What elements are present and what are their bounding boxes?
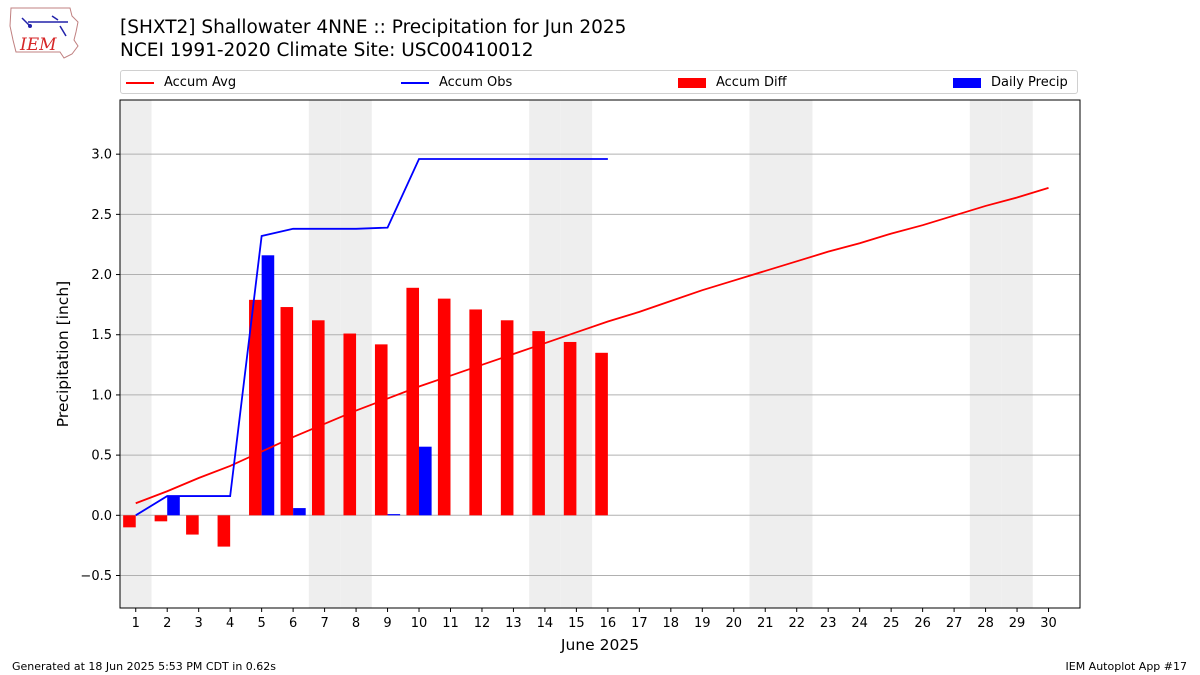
- x-tick-label: 2: [163, 616, 171, 631]
- y-tick-label: 3.0: [91, 148, 112, 163]
- chart-subtitle: NCEI 1991-2020 Climate Site: USC00410012: [120, 40, 534, 61]
- x-tick-label: 9: [383, 616, 391, 631]
- iem-logo: IEM: [9, 7, 79, 59]
- chart-title: [SHXT2] Shallowater 4NNE :: Precipitatio…: [120, 17, 627, 38]
- legend-accum-obs-label: Accum Obs: [439, 75, 513, 90]
- legend: Accum Avg Accum Obs Accum Diff Daily Pre…: [120, 70, 1078, 94]
- accum-diff-bar: [406, 287, 420, 516]
- x-tick-label: 16: [600, 616, 617, 631]
- x-tick-label: 21: [757, 616, 774, 631]
- x-tick-label: 28: [977, 616, 994, 631]
- x-tick-label: 6: [289, 616, 297, 631]
- accum-diff-bar: [217, 515, 231, 547]
- weekend-band: [780, 100, 813, 608]
- x-tick-label: 29: [1009, 616, 1026, 631]
- legend-accum-avg-label: Accum Avg: [164, 75, 237, 90]
- x-tick-label: 5: [257, 616, 265, 631]
- accum-diff-bar: [532, 331, 545, 516]
- daily-precip-bar: [293, 508, 306, 516]
- x-tick-label: 24: [851, 616, 868, 631]
- legend-accum-diff-label: Accum Diff: [716, 75, 787, 90]
- x-tick-label: 15: [568, 616, 585, 631]
- accum-diff-bar: [374, 344, 388, 516]
- x-tick-label: 1: [132, 616, 140, 631]
- weekend-band: [969, 100, 1002, 608]
- y-tick-label: 0.5: [91, 449, 112, 464]
- accum-diff-bar: [595, 352, 608, 516]
- legend-daily-precip: Daily Precip: [953, 74, 1068, 92]
- y-tick-label: 2.0: [91, 268, 112, 283]
- legend-accum-avg: Accum Avg: [126, 74, 236, 92]
- legend-daily-precip-swatch: [953, 77, 981, 88]
- accum-obs-line: [135, 158, 608, 517]
- accum-diff-bar: [343, 333, 357, 516]
- daily-precip-bar: [387, 514, 401, 516]
- y-tick-label: −0.5: [80, 569, 112, 584]
- accum-diff-bar: [500, 320, 514, 516]
- plot-frame: [119, 99, 1081, 609]
- x-tick-label: 23: [820, 616, 837, 631]
- x-tick-label: 25: [883, 616, 900, 631]
- y-tick-label: 0.0: [91, 509, 112, 524]
- footer-generated: Generated at 18 Jun 2025 5:53 PM CDT in …: [12, 660, 277, 673]
- x-tick-label: 22: [788, 616, 805, 631]
- y-tick-label: 2.5: [91, 208, 112, 223]
- accum-diff-bar: [186, 515, 199, 535]
- x-tick-label: 27: [946, 616, 963, 631]
- x-tick-label: 13: [505, 616, 522, 631]
- x-tick-label: 18: [663, 616, 680, 631]
- x-tick-label: 4: [226, 616, 234, 631]
- x-tick-label: 12: [474, 616, 491, 631]
- x-tick-label: 14: [537, 616, 554, 631]
- legend-accum-avg-swatch: [126, 81, 154, 84]
- x-tick-label: 17: [631, 616, 648, 631]
- x-tick-label: 11: [442, 616, 459, 631]
- x-tick-label: 19: [694, 616, 711, 631]
- daily-precip-bar: [261, 255, 275, 516]
- accum-diff-bar: [123, 515, 136, 528]
- accum-diff-bar: [249, 299, 262, 516]
- y-axis-label: Precipitation [inch]: [54, 281, 72, 427]
- daily-precip-bar: [419, 446, 432, 516]
- legend-accum-diff-swatch: [678, 77, 706, 88]
- y-tick-label: 1.0: [91, 388, 112, 403]
- daily-precip-bar: [167, 496, 180, 516]
- weekend-band: [120, 100, 152, 608]
- legend-daily-precip-label: Daily Precip: [991, 75, 1068, 90]
- weekend-band: [1001, 100, 1033, 608]
- x-tick-label: 20: [725, 616, 742, 631]
- accum-diff-bar: [280, 307, 294, 516]
- y-tick-label: 1.5: [91, 328, 112, 343]
- x-tick-label: 30: [1040, 616, 1057, 631]
- logo-text: IEM: [19, 35, 57, 55]
- legend-accum-diff: Accum Diff: [678, 74, 787, 92]
- x-tick-label: 7: [320, 616, 328, 631]
- legend-accum-obs-swatch: [401, 81, 429, 84]
- accum-diff-bar: [469, 309, 482, 516]
- x-tick-label: 26: [914, 616, 931, 631]
- x-tick-label: 8: [352, 616, 360, 631]
- accum-diff-bar: [312, 320, 325, 516]
- accum-diff-bar: [437, 298, 451, 516]
- accum-avg-line: [135, 187, 1049, 505]
- weather-symbols-icon: [21, 15, 68, 37]
- accum-diff-bar: [563, 341, 577, 516]
- accum-diff-bar: [154, 515, 168, 522]
- weekend-band: [749, 100, 781, 608]
- legend-accum-obs: Accum Obs: [401, 74, 512, 92]
- footer-app: IEM Autoplot App #17: [1065, 660, 1188, 673]
- iowa-outline-icon: [9, 7, 79, 59]
- x-tick-label: 10: [411, 616, 428, 631]
- x-tick-label: 3: [195, 616, 203, 631]
- x-axis-label: June 2025: [560, 636, 639, 654]
